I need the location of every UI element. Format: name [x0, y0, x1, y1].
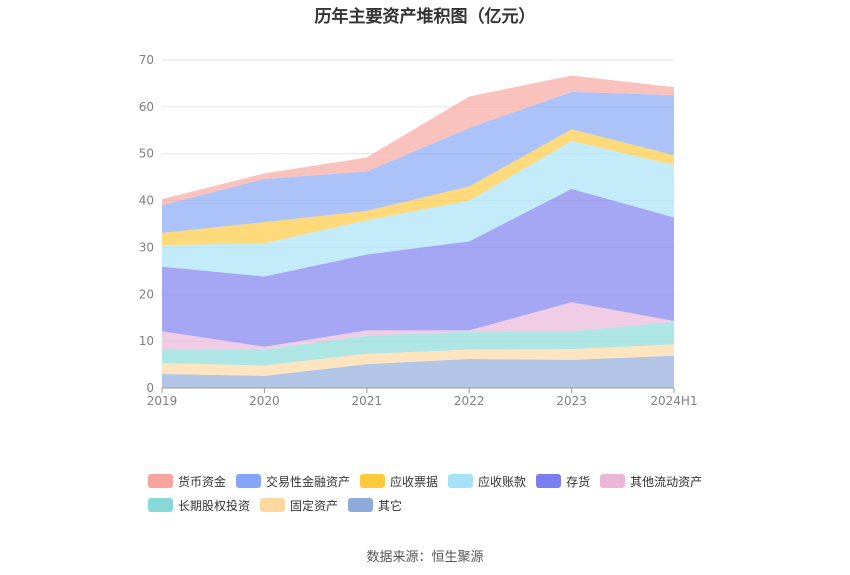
legend-swatch — [348, 498, 374, 512]
legend-item[interactable]: 交易性金融资产 — [236, 472, 350, 490]
legend-label: 应收票据 — [390, 474, 439, 489]
legend-swatch — [536, 474, 562, 488]
legend-label: 交易性金融资产 — [266, 474, 351, 489]
x-tick-label: 2023 — [556, 394, 587, 408]
area-长期股权投资 — [162, 321, 674, 366]
area-其它 — [162, 355, 674, 388]
legend-label: 其他流动资产 — [630, 474, 703, 489]
legend-swatch — [600, 474, 626, 488]
y-tick-label: 50 — [139, 147, 154, 161]
legend-swatch — [260, 498, 286, 512]
y-tick-label: 0 — [146, 381, 154, 395]
legend-item[interactable]: 应收票据 — [360, 472, 438, 490]
area-series-layer — [162, 75, 674, 388]
legend-label: 应收账款 — [478, 474, 527, 489]
legend-item[interactable]: 固定资产 — [260, 496, 338, 514]
area-交易性金融资产 — [162, 91, 674, 233]
legend-swatch — [236, 474, 262, 488]
area-存货 — [162, 188, 674, 347]
legend-label: 其它 — [378, 498, 403, 513]
x-tick-label: 2020 — [249, 394, 280, 408]
chart-title: 历年主要资产堆积图（亿元） — [314, 7, 536, 27]
y-tick-label: 20 — [139, 287, 154, 301]
legend-label: 货币资金 — [178, 474, 227, 489]
axes: 0 10 20 30 40 50 60 70 2019 2020 2021 2022 2023 2024H… — [139, 53, 698, 408]
legend-item[interactable]: 应收账款 — [448, 472, 526, 490]
area-货币资金 — [162, 75, 674, 206]
legend-swatch — [360, 474, 386, 488]
y-tick-label: 30 — [139, 240, 154, 254]
legend-item[interactable]: 货币资金 — [148, 472, 226, 490]
legend-item[interactable]: 其他流动资产 — [600, 472, 702, 490]
y-tick-label: 70 — [139, 53, 154, 67]
x-tick-label: 2019 — [147, 394, 178, 408]
legend-label: 存货 — [566, 474, 591, 489]
legend-item[interactable]: 存货 — [536, 472, 590, 490]
legend-item[interactable]: 长期股权投资 — [148, 496, 250, 514]
x-tick-label: 2022 — [454, 394, 485, 408]
area-其他流动资产 — [162, 302, 674, 350]
area-应收账款 — [162, 141, 674, 277]
y-tick-label: 10 — [139, 334, 154, 348]
legend-item[interactable]: 其它 — [348, 496, 402, 514]
legend-swatch — [148, 498, 173, 512]
legend-swatch — [148, 474, 173, 488]
y-tick-label: 60 — [139, 100, 154, 114]
area-应收票据 — [162, 129, 674, 246]
legend: 货币资金 交易性金融资产 应收票据 应收账款 存货 其他流动资产长期股权投资 固定资产 其它 — [148, 472, 748, 514]
y-tick-label: 40 — [139, 194, 154, 208]
x-tick-label: 2021 — [352, 394, 383, 408]
area-固定资产 — [162, 344, 674, 376]
source-note: 数据来源：恒生聚源 — [366, 550, 484, 565]
legend-label: 固定资产 — [290, 498, 339, 513]
legend-swatch — [448, 474, 474, 488]
x-tick-label: 2024H1 — [650, 394, 697, 408]
legend-label: 长期股权投资 — [178, 498, 251, 513]
